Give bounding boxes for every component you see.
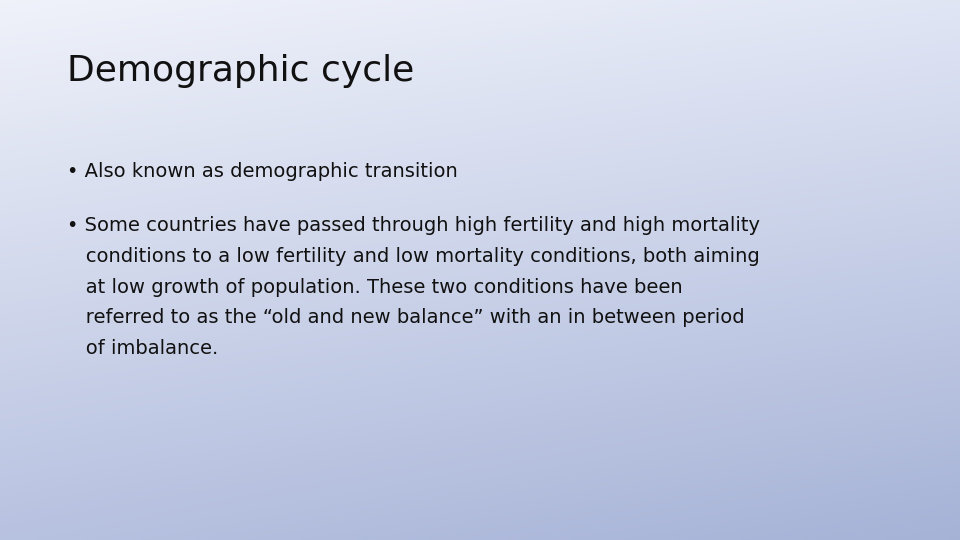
Text: conditions to a low fertility and low mortality conditions, both aiming: conditions to a low fertility and low mo… — [67, 247, 760, 266]
Text: Demographic cycle: Demographic cycle — [67, 54, 415, 88]
Text: • Also known as demographic transition: • Also known as demographic transition — [67, 162, 458, 181]
Text: • Some countries have passed through high fertility and high mortality: • Some countries have passed through hig… — [67, 216, 760, 235]
Text: of imbalance.: of imbalance. — [67, 339, 219, 358]
Text: at low growth of population. These two conditions have been: at low growth of population. These two c… — [67, 278, 683, 296]
Text: referred to as the “old and new balance” with an in between period: referred to as the “old and new balance”… — [67, 308, 745, 327]
